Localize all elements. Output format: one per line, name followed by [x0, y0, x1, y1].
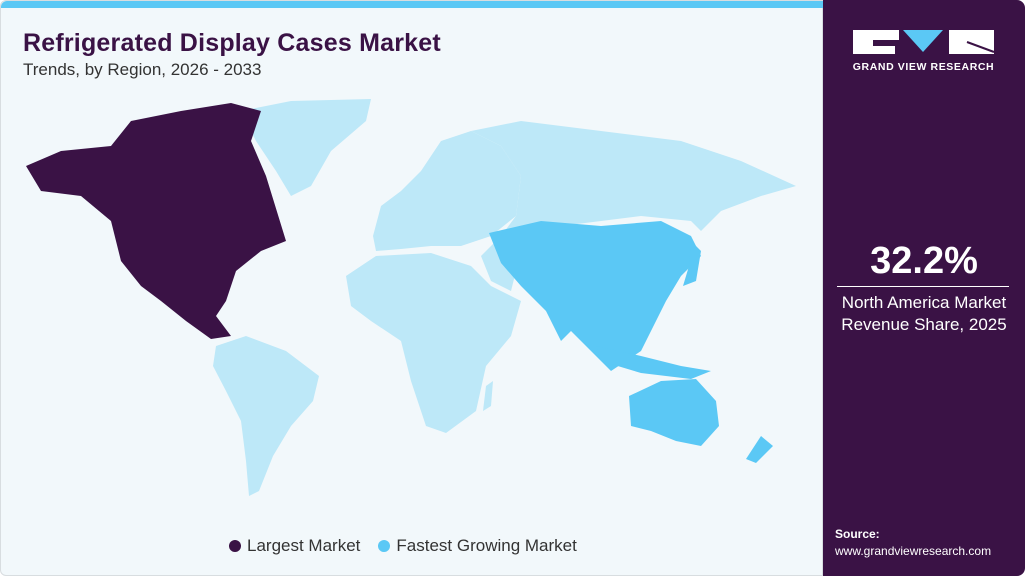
sidebar: GRAND VIEW RESEARCH 32.2% North America …: [823, 0, 1025, 576]
region-indonesia: [596, 346, 711, 379]
stat-value: 32.2%: [870, 240, 978, 282]
chart-panel: Refrigerated Display Cases Market Trends…: [0, 0, 824, 576]
stat-label-line1: North America Market: [841, 293, 1007, 312]
legend-item-fastest: Fastest Growing Market: [378, 536, 577, 556]
source-link[interactable]: www.grandviewresearch.com: [835, 544, 992, 558]
world-map: [26, 99, 796, 496]
stat-label-line2: Revenue Share, 2025: [841, 315, 1007, 334]
legend: Largest Market Fastest Growing Market: [229, 536, 577, 556]
region-asia-pacific: [489, 221, 701, 371]
region-madagascar: [483, 381, 493, 411]
region-europe: [373, 131, 521, 251]
region-south-america: [213, 336, 319, 496]
legend-dot-icon: [378, 540, 391, 552]
source: Source: www.grandviewresearch.com: [835, 526, 991, 560]
logo-icon: [853, 30, 995, 54]
accent-bar: [1, 1, 824, 8]
logo-text: GRAND VIEW RESEARCH: [852, 61, 995, 73]
legend-dot-icon: [229, 540, 241, 552]
legend-item-largest: Largest Market: [229, 536, 360, 556]
region-new-zealand: [746, 436, 773, 463]
region-greenland: [241, 99, 371, 196]
legend-label: Fastest Growing Market: [396, 536, 577, 555]
region-africa: [346, 253, 521, 433]
legend-label: Largest Market: [247, 536, 361, 555]
region-australia: [629, 379, 719, 446]
gvr-logo: GRAND VIEW RESEARCH: [851, 28, 996, 73]
region-middle-east-russia: [471, 121, 796, 291]
divider: [837, 286, 1009, 287]
page-subtitle: Trends, by Region, 2026 - 2033: [23, 60, 262, 79]
page-title: Refrigerated Display Cases Market: [23, 29, 441, 57]
stat-label: North America Market Revenue Share, 2025: [823, 292, 1025, 336]
source-label: Source:: [835, 527, 880, 541]
region-japan: [683, 241, 701, 286]
region-north-america: [26, 103, 286, 339]
